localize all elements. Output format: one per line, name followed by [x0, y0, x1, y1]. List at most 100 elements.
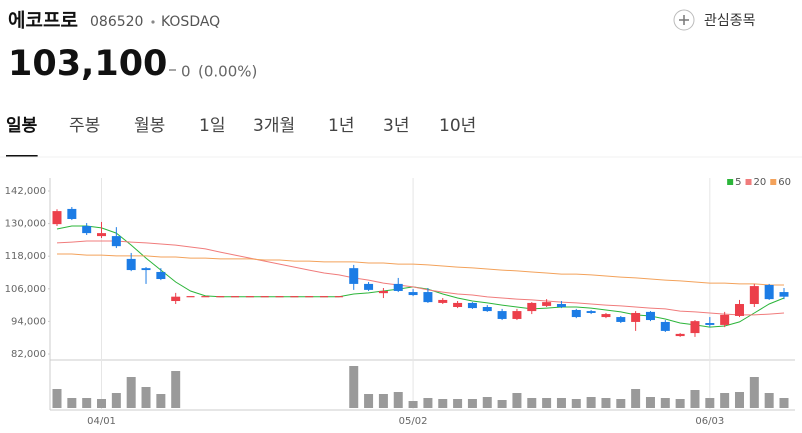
volume-bar	[660, 398, 670, 408]
volume-bar	[82, 398, 92, 408]
candle-body	[497, 311, 507, 319]
watchlist-label: 관심종목	[704, 13, 756, 29]
volume-bar	[171, 371, 181, 408]
price: 103,100	[8, 44, 167, 84]
candle-body	[453, 302, 463, 308]
volume-bar	[438, 399, 448, 408]
candle-body	[438, 299, 448, 303]
volume-bar	[453, 399, 463, 408]
volume-bar	[467, 399, 477, 408]
x-tick-label: 04/01	[87, 416, 116, 427]
tab[interactable]: 3개월	[253, 116, 295, 136]
volume-bar	[675, 399, 685, 408]
candle-body	[660, 321, 670, 331]
volume-bar	[141, 387, 151, 408]
volume-bar	[601, 398, 611, 408]
volume-bar	[349, 366, 359, 408]
tab[interactable]: 주봉	[69, 116, 100, 136]
volume-bar	[482, 397, 492, 408]
volume-bar	[393, 392, 403, 408]
tab[interactable]: 일봉	[6, 116, 38, 136]
volume-bar	[527, 398, 537, 408]
tab[interactable]: 1년	[328, 116, 354, 136]
volume-bar	[779, 398, 789, 408]
x-tick-label: 06/03	[695, 416, 724, 427]
y-tick-label: 82,000	[11, 349, 46, 360]
candle-body	[749, 286, 759, 305]
volume-bar	[631, 389, 641, 408]
tab[interactable]: 10년	[439, 116, 476, 136]
legend-swatch	[770, 179, 777, 185]
volume-bar	[52, 389, 62, 408]
volume-bar	[97, 399, 107, 408]
candle-body	[705, 323, 715, 325]
candle-body	[556, 304, 566, 308]
legend-label: 20	[754, 177, 767, 188]
y-tick-label: 94,000	[11, 316, 46, 327]
chart: 82,000 94,000 106,000 118,000 130,000 142,000…	[5, 177, 795, 427]
y-tick-label: 118,000	[5, 251, 46, 262]
moving-average-line	[56, 225, 785, 328]
candle-body	[141, 268, 151, 271]
candle-body	[111, 236, 121, 247]
candle-body	[542, 302, 552, 306]
candle-body	[97, 233, 107, 237]
legend-swatch	[745, 179, 752, 185]
tab[interactable]: 월봉	[134, 116, 165, 136]
moving-average-line	[57, 253, 784, 286]
volume-bar	[571, 399, 581, 408]
change-pct: (0.00%)	[198, 63, 257, 81]
separator-dot	[151, 20, 155, 24]
candle-body	[571, 309, 581, 318]
volume-bar	[586, 397, 596, 408]
candle-body	[601, 314, 611, 318]
volume-bar	[705, 398, 715, 408]
candle-body	[52, 211, 62, 225]
y-tick-label: 142,000	[5, 186, 46, 197]
volume-bar	[512, 393, 522, 408]
candle-body	[349, 268, 359, 284]
candle-body	[586, 311, 596, 313]
legend-swatch	[727, 179, 734, 185]
x-tick-label: 05/02	[399, 416, 428, 427]
candle-body	[690, 321, 700, 334]
candle-body	[675, 333, 685, 337]
candle-body	[82, 226, 92, 234]
candle-body	[616, 317, 626, 322]
tab[interactable]: 3년	[383, 116, 409, 136]
legend-label: 5	[735, 177, 741, 188]
volume-bar	[67, 398, 77, 408]
y-tick-label: 130,000	[5, 219, 46, 230]
candle-body	[645, 311, 655, 321]
tabs: 일봉 주봉 월봉 1일 3개월 1년 3년 10년	[6, 116, 476, 157]
volume-bar	[542, 398, 552, 408]
volume-bar	[556, 398, 566, 408]
volume-bar	[408, 401, 418, 408]
volume-bar	[497, 400, 507, 408]
candle-body	[423, 292, 433, 303]
candle-body	[734, 304, 744, 316]
volume-bar	[126, 377, 136, 408]
candle-body	[631, 312, 641, 322]
legend-label: 60	[778, 177, 791, 188]
candle-body	[512, 311, 522, 319]
volume-bar	[734, 392, 744, 408]
watchlist-button[interactable]: 관심종목	[673, 9, 756, 31]
volume-bar	[111, 393, 121, 408]
stock-name: 에코프로	[8, 10, 78, 32]
candle-body	[482, 307, 492, 312]
candle-body	[764, 284, 774, 300]
candle-body	[408, 292, 418, 296]
tab[interactable]: 1일	[199, 116, 225, 136]
candle-body	[467, 302, 477, 309]
change: 0	[181, 63, 191, 81]
candle-body	[364, 283, 374, 290]
plus-icon	[679, 15, 689, 25]
candle-body	[67, 208, 77, 219]
market: KOSDAQ	[161, 14, 220, 30]
volume-bar	[364, 394, 374, 408]
volume-bar	[720, 393, 730, 408]
candle-body	[378, 290, 388, 294]
